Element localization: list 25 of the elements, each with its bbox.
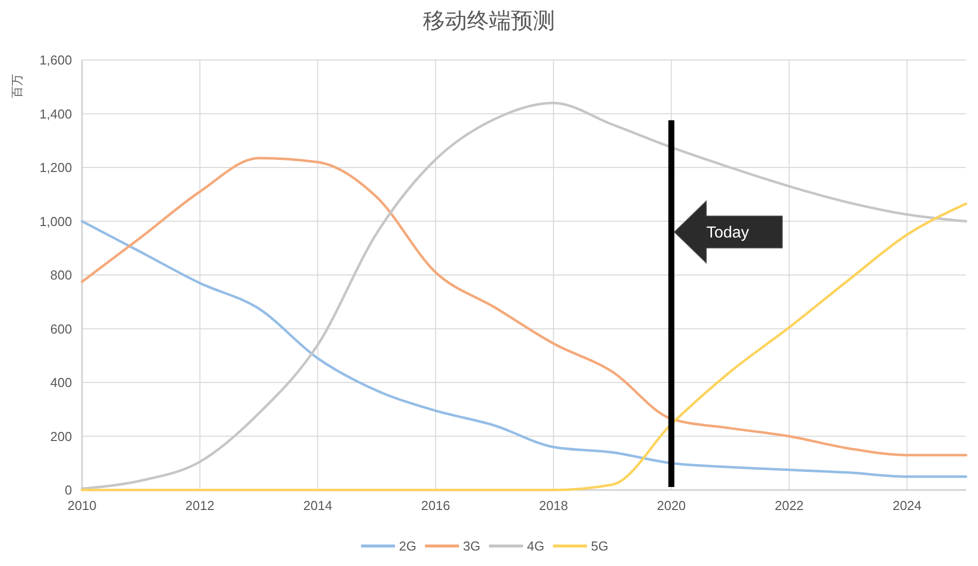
y-tick-label: 1,400 bbox=[39, 106, 72, 122]
y-tick-label: 200 bbox=[50, 428, 72, 444]
y-tick-label: 600 bbox=[50, 321, 72, 336]
legend-label: 2G bbox=[399, 538, 416, 554]
y-tick-label: 1,200 bbox=[39, 160, 72, 176]
legend-label: 3G bbox=[463, 538, 480, 554]
y-tick-label: 1,000 bbox=[39, 214, 72, 229]
legend-label: 5G bbox=[591, 538, 608, 554]
y-tick-label: 800 bbox=[50, 268, 72, 283]
x-tick-label: 2020 bbox=[656, 498, 686, 513]
y-tick-label: 0 bbox=[64, 482, 72, 498]
y-tick-label: 400 bbox=[50, 375, 72, 390]
ref-line-label: Today bbox=[706, 224, 750, 242]
x-tick-label: 2016 bbox=[421, 498, 450, 513]
y-axis-title: 百万 bbox=[10, 74, 24, 98]
x-tick-label: 2010 bbox=[68, 498, 96, 513]
x-tick-label: 2012 bbox=[185, 498, 214, 513]
legend-label: 4G bbox=[527, 538, 544, 554]
x-tick-label: 2018 bbox=[539, 498, 568, 513]
x-tick-label: 2024 bbox=[892, 498, 922, 513]
y-tick-label: 1,600 bbox=[39, 52, 72, 68]
chart-title: 移动终端预测 bbox=[423, 8, 555, 33]
x-tick-label: 2014 bbox=[303, 498, 332, 513]
x-tick-label: 2022 bbox=[774, 498, 804, 513]
line-series bbox=[80, 156, 968, 456]
